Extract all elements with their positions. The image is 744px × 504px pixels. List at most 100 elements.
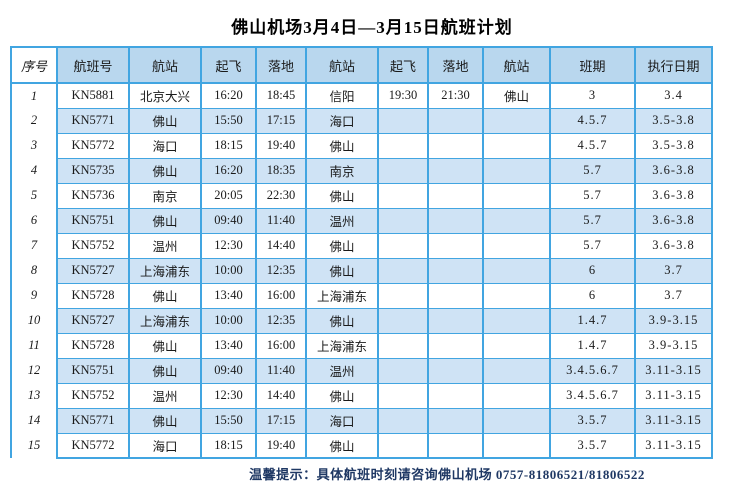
table-cell: 6 (549, 257, 636, 284)
table-cell (482, 132, 551, 159)
table-cell: 佛山 (482, 82, 551, 109)
table-row: 13 KN5752 温州 12:30 14:40 佛山 3.4.5.6.7 3.11-3.15 (10, 382, 713, 409)
table-row: 7 KN5752 温州 12:30 14:40 佛山 5.7 3.6-3.8 (10, 232, 713, 259)
table-row: 11 KN5728 佛山 13:40 16:00 上海浦东 1.4.7 3.9-3.15 (10, 332, 713, 359)
column-header: 落地 (427, 46, 484, 84)
table-cell: KN5727 (56, 257, 130, 284)
table-cell: 19:40 (255, 432, 307, 459)
table-cell: 3.5-3.8 (634, 132, 713, 159)
table-cell (427, 132, 484, 159)
table-row: 5 KN5736 南京 20:05 22:30 佛山 5.7 3.6-3.8 (10, 182, 713, 209)
column-header: 起飞 (200, 46, 257, 84)
table-cell (377, 257, 429, 284)
row-number: 8 (10, 258, 58, 283)
table-row: 10 KN5727 上海浦东 10:00 12:35 佛山 1.4.7 3.9-3.15 (10, 307, 713, 334)
table-cell (482, 307, 551, 334)
row-number: 15 (10, 433, 58, 458)
table-row: 15 KN5772 海口 18:15 19:40 佛山 3.5.7 3.11-3.15 (10, 432, 713, 459)
table-cell: 16:20 (200, 157, 257, 184)
column-header: 航站 (482, 46, 551, 84)
table-cell: KN5736 (56, 182, 130, 209)
column-header: 航站 (128, 46, 202, 84)
table-cell: KN5752 (56, 382, 130, 409)
table-cell (427, 157, 484, 184)
table-cell: 16:20 (200, 82, 257, 109)
table-cell: 09:40 (200, 357, 257, 384)
table-cell: 18:35 (255, 157, 307, 184)
table-cell (482, 157, 551, 184)
table-cell: 12:35 (255, 257, 307, 284)
table-cell: 海口 (128, 432, 202, 459)
table-cell: 温州 (305, 357, 379, 384)
flight-table-body: 1 KN5881 北京大兴 16:20 18:45 信阳 19:30 21:30 佛山 3 3.4 2… (10, 82, 713, 459)
table-cell (482, 382, 551, 409)
table-cell: 海口 (305, 107, 379, 134)
table-cell: 上海浦东 (128, 257, 202, 284)
table-cell (427, 107, 484, 134)
row-number: 11 (10, 333, 58, 358)
table-cell: 温州 (128, 382, 202, 409)
table-cell: 3.5.7 (549, 432, 636, 459)
row-number: 4 (10, 158, 58, 183)
column-header: 班期 (549, 46, 636, 84)
table-cell: 佛山 (305, 307, 379, 334)
row-number: 13 (10, 383, 58, 408)
row-number: 14 (10, 408, 58, 433)
table-cell: KN5771 (56, 407, 130, 434)
table-row: 9 KN5728 佛山 13:40 16:00 上海浦东 6 3.7 (10, 282, 713, 309)
table-cell: 3.9-3.15 (634, 332, 713, 359)
table-cell (377, 332, 429, 359)
table-cell (427, 257, 484, 284)
table-cell (377, 157, 429, 184)
table-cell (377, 432, 429, 459)
table-cell: 3.11-3.15 (634, 407, 713, 434)
table-cell: 佛山 (305, 182, 379, 209)
column-header-index: 序号 (10, 46, 58, 84)
table-cell: 佛山 (128, 357, 202, 384)
table-cell: 3.4 (634, 82, 713, 109)
table-row: 8 KN5727 上海浦东 10:00 12:35 佛山 6 3.7 (10, 257, 713, 284)
table-row: 14 KN5771 佛山 15:50 17:15 海口 3.5.7 3.11-3.15 (10, 407, 713, 434)
table-cell: 佛山 (128, 207, 202, 234)
table-cell: KN5752 (56, 232, 130, 259)
table-cell: 12:30 (200, 382, 257, 409)
table-cell: 3.6-3.8 (634, 207, 713, 234)
table-cell: 14:40 (255, 232, 307, 259)
column-header: 航班号 (56, 46, 130, 84)
table-cell (377, 307, 429, 334)
table-cell: 3.6-3.8 (634, 232, 713, 259)
table-cell: 5.7 (549, 182, 636, 209)
table-cell (482, 282, 551, 309)
table-cell: 佛山 (128, 107, 202, 134)
table-cell: 佛山 (305, 132, 379, 159)
table-cell: 佛山 (128, 332, 202, 359)
table-cell (377, 132, 429, 159)
table-cell: 10:00 (200, 257, 257, 284)
table-cell: 佛山 (305, 232, 379, 259)
table-cell: 5.7 (549, 157, 636, 184)
table-cell: 11:40 (255, 357, 307, 384)
table-cell: 上海浦东 (305, 282, 379, 309)
table-cell (427, 207, 484, 234)
table-cell (427, 182, 484, 209)
table-cell: 10:00 (200, 307, 257, 334)
table-cell: KN5728 (56, 282, 130, 309)
table-cell (482, 432, 551, 459)
table-cell (427, 357, 484, 384)
table-cell: KN5751 (56, 357, 130, 384)
table-cell: 北京大兴 (128, 82, 202, 109)
table-cell (427, 232, 484, 259)
table-cell: 11:40 (255, 207, 307, 234)
table-cell: KN5771 (56, 107, 130, 134)
table-cell (377, 232, 429, 259)
table-cell: 09:40 (200, 207, 257, 234)
table-row: 6 KN5751 佛山 09:40 11:40 温州 5.7 3.6-3.8 (10, 207, 713, 234)
row-number: 5 (10, 183, 58, 208)
table-row: 3 KN5772 海口 18:15 19:40 佛山 4.5.7 3.5-3.8 (10, 132, 713, 159)
table-cell: 13:40 (200, 282, 257, 309)
table-cell: 15:50 (200, 407, 257, 434)
table-cell: 3.9-3.15 (634, 307, 713, 334)
table-cell (482, 357, 551, 384)
table-cell: 3.5-3.8 (634, 107, 713, 134)
